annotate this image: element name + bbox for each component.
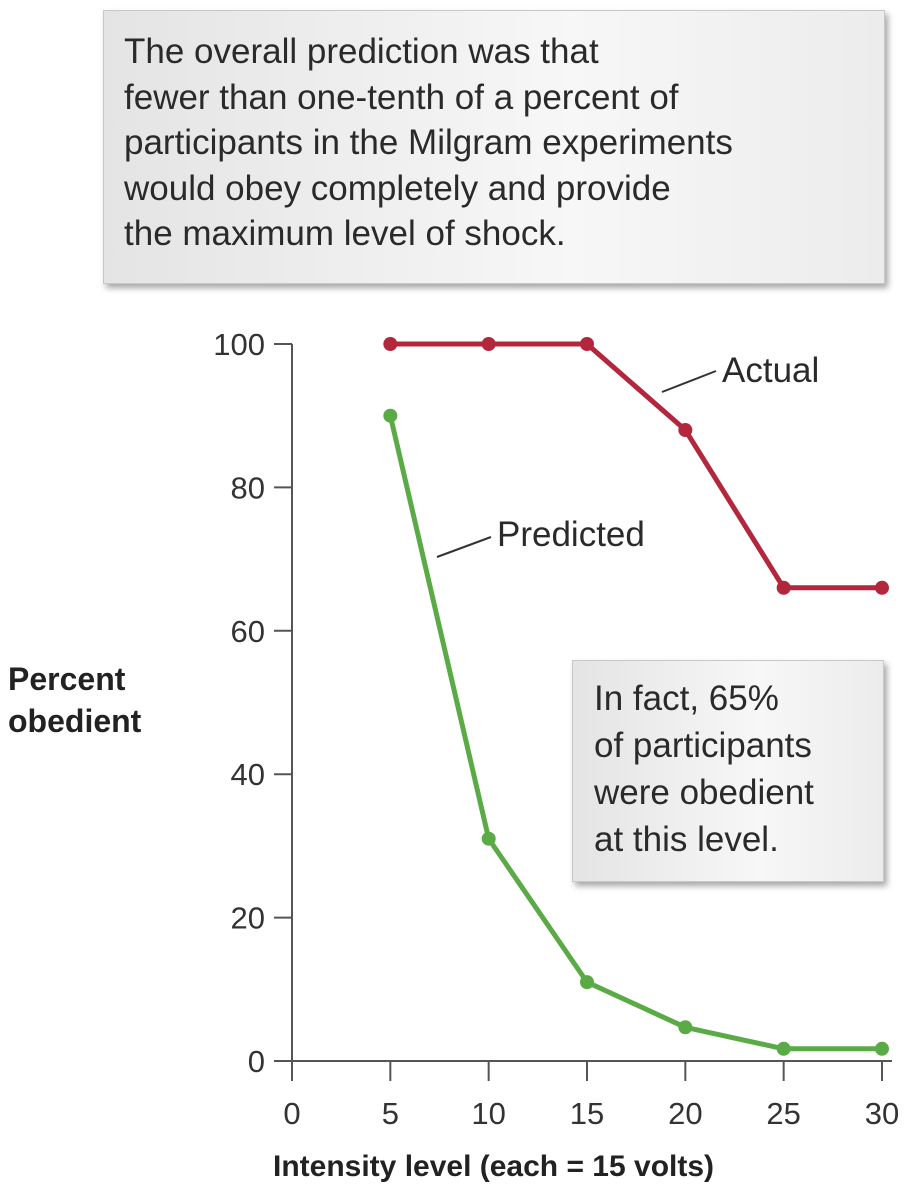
actual-callout-text: In fact, 65% of participants were obedie… [594, 679, 814, 859]
prediction-callout: The overall prediction was that fewer th… [103, 10, 885, 284]
actual-series-label: Actual [722, 351, 819, 390]
x-tick-label: 25 [766, 1096, 800, 1131]
y-tick-label: 20 [231, 901, 265, 936]
x-tick-label: 30 [865, 1096, 899, 1131]
predicted-leader-line [436, 536, 492, 558]
x-tick-label: 0 [283, 1096, 300, 1131]
actual-data-point [875, 580, 889, 595]
prediction-callout-text: The overall prediction was that fewer th… [124, 32, 733, 253]
actual-series-line [390, 341, 882, 591]
y-tick-label: 40 [231, 757, 265, 792]
x-axis-label: Intensity level (each = 15 volts) [273, 1150, 715, 1183]
actual-data-point [776, 580, 791, 595]
x-tick-label: 5 [382, 1096, 399, 1131]
actual-callout: In fact, 65% of participants were obedie… [572, 660, 884, 882]
y-axis-label: Percent obedient [8, 661, 142, 739]
actual-data-point [383, 337, 398, 351]
predicted-series-line [387, 415, 882, 1052]
predicted-data-point [678, 1020, 693, 1035]
actual-data-point [678, 423, 693, 438]
actual-data-point [481, 337, 496, 351]
actual-data-point [580, 337, 594, 351]
predicted-data-point [580, 975, 594, 990]
predicted-series-label: Predicted [497, 515, 645, 554]
predicted-data-point [481, 831, 496, 846]
y-tick-label: 60 [231, 614, 265, 649]
y-tick-label: 100 [213, 327, 265, 362]
y-tick-label: 80 [231, 470, 265, 505]
predicted-data-point [776, 1041, 791, 1056]
predicted-data-point [875, 1041, 889, 1056]
x-tick-label: 10 [471, 1096, 505, 1131]
y-tick-label: 0 [248, 1044, 265, 1079]
predicted-data-point [383, 408, 398, 423]
x-tick-label: 15 [570, 1096, 604, 1131]
actual-leader-line [661, 370, 717, 393]
x-tick-label: 20 [668, 1096, 702, 1131]
